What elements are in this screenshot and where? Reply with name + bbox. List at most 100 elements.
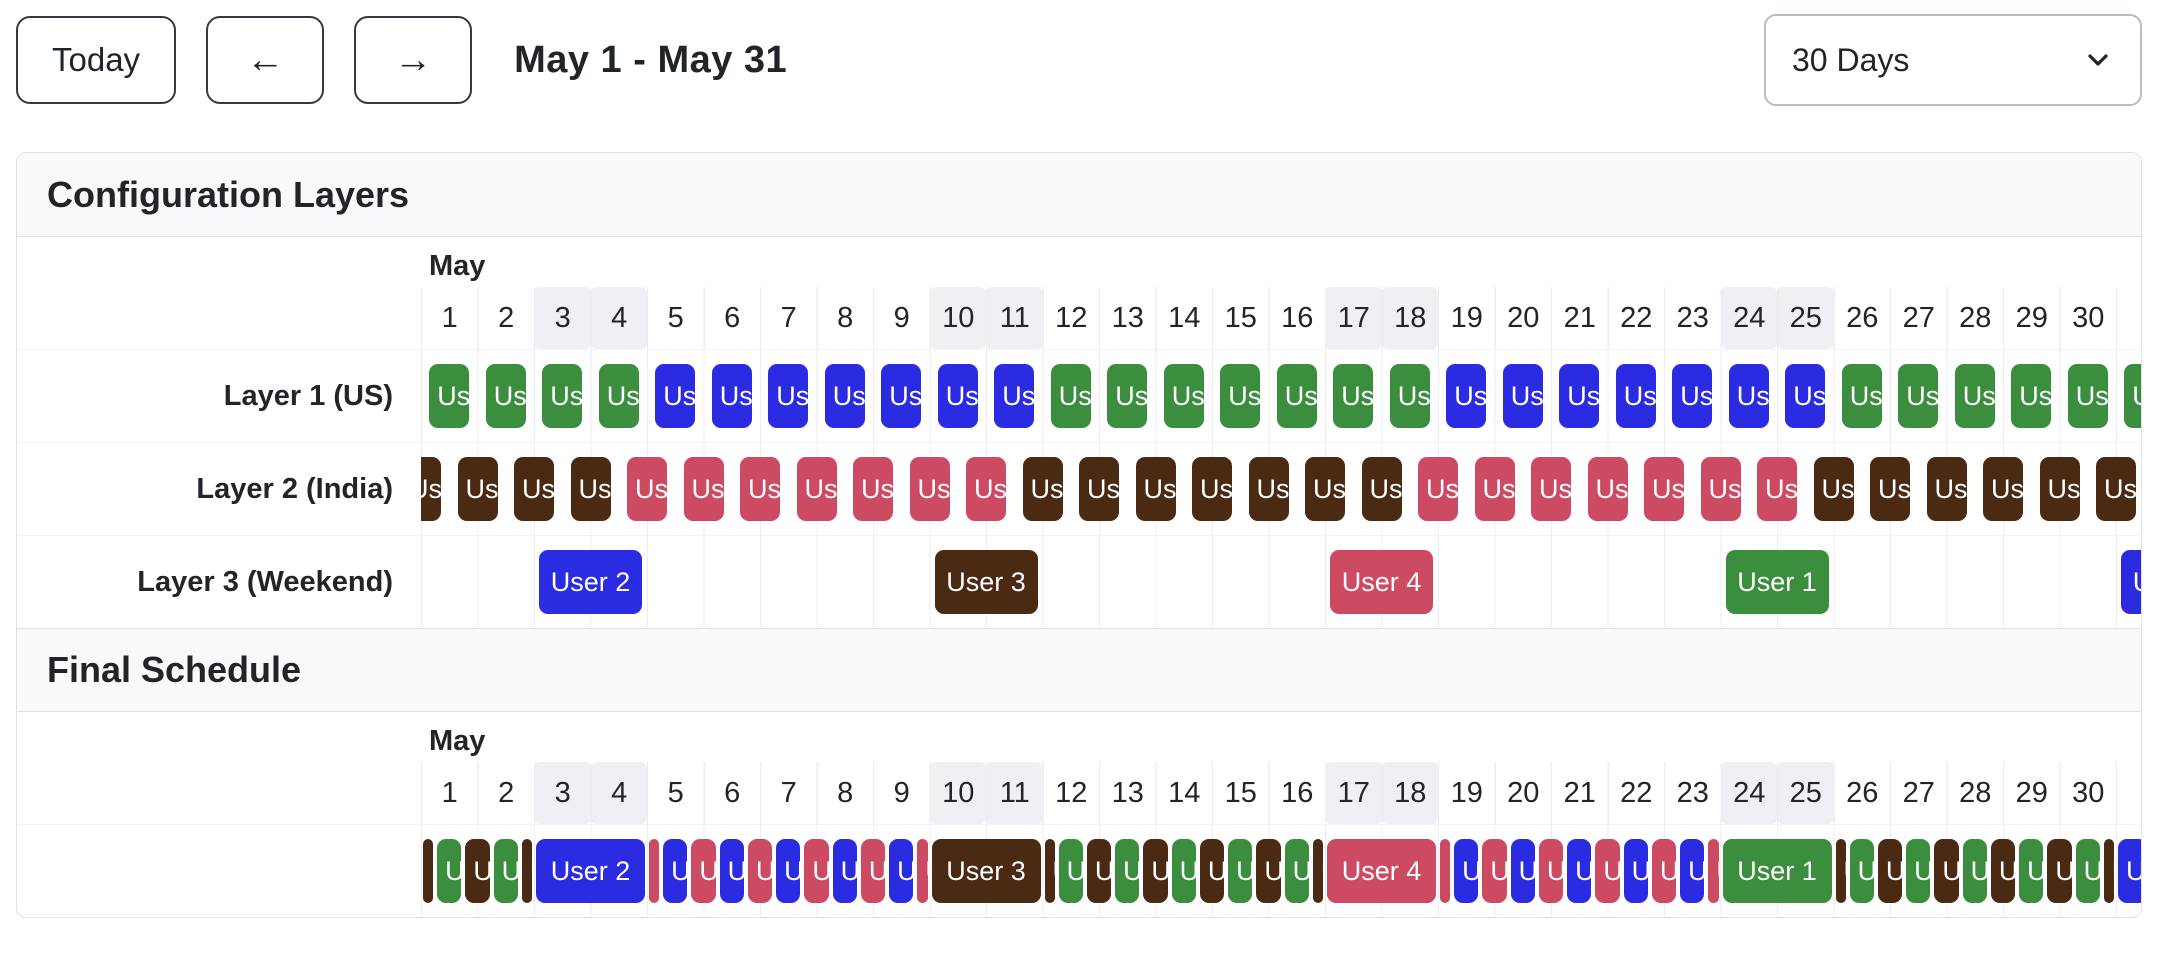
shift-pill-u3[interactable]: User 3 <box>1135 457 1176 521</box>
shift-pill-u4[interactable]: User 4 <box>853 457 893 521</box>
shift-pill-u4[interactable]: User 4 <box>683 457 724 521</box>
shift-pill-u2[interactable]: User 2 <box>768 364 809 428</box>
shift-pill-u4[interactable]: User 4 <box>649 839 660 903</box>
shift-pill-u4[interactable]: User 4 <box>917 839 928 903</box>
shift-pill-u1[interactable]: User 1 <box>1058 839 1083 903</box>
shift-pill-u2[interactable]: User 2 <box>1785 364 1826 428</box>
shift-pill-u4[interactable]: User 4 <box>966 457 1006 521</box>
shift-pill-u3[interactable]: User 3 <box>1990 839 2016 903</box>
shift-pill-u3[interactable]: User 3 <box>2039 457 2080 521</box>
shift-pill-u2[interactable]: User 2 <box>881 364 922 428</box>
shift-pill-u2[interactable]: User 2 <box>1454 839 1479 903</box>
shift-pill-u2[interactable]: User 2 <box>1502 364 1543 428</box>
shift-pill-u1[interactable]: User 1 <box>1898 364 1939 428</box>
shift-pill-u3[interactable]: User 3 <box>423 839 434 903</box>
shift-pill-u3[interactable]: User 3 <box>521 839 532 903</box>
shift-pill-u4[interactable]: User 4 <box>1700 457 1741 521</box>
shift-pill-u2[interactable]: User 2 <box>1615 364 1656 428</box>
shift-pill-u2[interactable]: User 2 <box>1623 839 1648 903</box>
shift-pill-u1[interactable]: User 1 <box>2019 839 2044 903</box>
next-button[interactable]: → <box>354 16 473 104</box>
shift-pill-u4[interactable]: User 4 <box>860 839 886 903</box>
shift-pill-u1[interactable]: User 1 <box>1333 364 1374 428</box>
shift-pill-u2[interactable]: User 2 <box>1567 839 1592 903</box>
shift-pill-u3[interactable]: User 3 <box>1079 457 1119 521</box>
shift-pill-u3[interactable]: User 3 <box>1934 839 1959 903</box>
shift-pill-u1[interactable]: User 1 <box>1228 839 1253 903</box>
shift-pill-u3[interactable]: User 3 <box>421 457 441 521</box>
shift-pill-u3[interactable]: User 3 <box>1870 457 1910 521</box>
shift-pill-u3[interactable]: User 3 <box>1256 839 1281 903</box>
shift-pill-u3[interactable]: User 3 <box>1305 457 1345 521</box>
shift-pill-u1[interactable]: User 1 <box>1954 364 1995 428</box>
shift-pill-u2[interactable]: User 2 <box>663 839 688 903</box>
shift-pill-u4[interactable]: User 4 <box>1644 457 1684 521</box>
shift-pill-u3[interactable]: User 3 <box>1813 457 1854 521</box>
shift-pill-u4[interactable]: User 4 <box>1651 839 1677 903</box>
shift-pill-u3[interactable]: User 3 <box>1361 457 1402 521</box>
shift-pill-u2[interactable]: User 2 <box>1559 364 1600 428</box>
shift-pill-u3[interactable]: User 3 <box>570 457 611 521</box>
shift-pill-u1[interactable]: User 1 <box>2011 364 2052 428</box>
shift-pill-u3[interactable]: User 3 <box>1192 457 1232 521</box>
shift-pill-u2[interactable]: User 2 <box>994 364 1035 428</box>
shift-pill-u4[interactable]: User 4 <box>1595 839 1620 903</box>
shift-pill-u3[interactable]: User 3 <box>934 550 1038 614</box>
shift-pill-u1[interactable]: User 1 <box>598 364 639 428</box>
shift-pill-u3[interactable]: User 3 <box>1248 457 1289 521</box>
shift-pill-u1[interactable]: User 1 <box>1722 839 1832 903</box>
shift-pill-u4[interactable]: User 4 <box>747 839 773 903</box>
shift-pill-u2[interactable]: User 2 <box>937 364 978 428</box>
shift-pill-u1[interactable]: User 1 <box>1284 839 1309 903</box>
shift-pill-u3[interactable]: User 3 <box>465 839 490 903</box>
shift-pill-u4[interactable]: User 4 <box>1330 550 1433 614</box>
shift-pill-u4[interactable]: User 4 <box>1474 457 1515 521</box>
shift-pill-u3[interactable]: User 3 <box>514 457 554 521</box>
shift-pill-u2[interactable]: User 2 <box>655 364 696 428</box>
shift-pill-u2[interactable]: User 2 <box>1510 839 1535 903</box>
shift-pill-u1[interactable]: User 1 <box>1171 839 1196 903</box>
today-button[interactable]: Today <box>16 16 177 104</box>
shift-pill-u1[interactable]: User 1 <box>542 364 583 428</box>
shift-pill-u1[interactable]: User 1 <box>1906 839 1931 903</box>
shift-pill-u4[interactable]: User 4 <box>1418 457 1458 521</box>
shift-pill-u1[interactable]: User 1 <box>1050 364 1091 428</box>
shift-pill-u1[interactable]: User 1 <box>437 839 462 903</box>
shift-pill-u4[interactable]: User 4 <box>1440 839 1451 903</box>
shift-pill-u3[interactable]: User 3 <box>1022 457 1063 521</box>
shift-pill-u1[interactable]: User 1 <box>2075 839 2100 903</box>
shift-pill-u1[interactable]: User 1 <box>1849 839 1874 903</box>
shift-pill-u3[interactable]: User 3 <box>1312 839 1323 903</box>
shift-pill-u1[interactable]: User 1 <box>1163 364 1204 428</box>
shift-pill-u1[interactable]: User 1 <box>1107 364 1148 428</box>
shift-pill-u3[interactable]: User 3 <box>1086 839 1112 903</box>
shift-pill-u4[interactable]: User 4 <box>740 457 780 521</box>
shift-pill-u2[interactable]: User 2 <box>536 839 645 903</box>
shift-pill-u4[interactable]: User 4 <box>796 457 837 521</box>
shift-pill-u4[interactable]: User 4 <box>909 457 950 521</box>
shift-pill-u1[interactable]: User 1 <box>429 364 470 428</box>
shift-pill-u3[interactable]: User 3 <box>2103 839 2114 903</box>
shift-pill-u2[interactable]: User 2 <box>2121 550 2141 614</box>
shift-pill-u1[interactable]: User 1 <box>1962 839 1987 903</box>
shift-pill-u3[interactable]: User 3 <box>1044 839 1055 903</box>
shift-pill-u2[interactable]: User 2 <box>711 364 752 428</box>
shift-pill-u2[interactable]: User 2 <box>2118 839 2141 903</box>
shift-pill-u3[interactable]: User 3 <box>457 457 498 521</box>
shift-pill-u1[interactable]: User 1 <box>1841 364 1882 428</box>
shift-pill-u3[interactable]: User 3 <box>2096 457 2136 521</box>
shift-pill-u4[interactable]: User 4 <box>691 839 716 903</box>
prev-button[interactable]: ← <box>206 16 325 104</box>
shift-pill-u2[interactable]: User 2 <box>1728 364 1769 428</box>
shift-pill-u4[interactable]: User 4 <box>1538 839 1564 903</box>
shift-pill-u3[interactable]: User 3 <box>1926 457 1967 521</box>
shift-pill-u1[interactable]: User 1 <box>1115 839 1140 903</box>
shift-pill-u1[interactable]: User 1 <box>485 364 526 428</box>
shift-pill-u3[interactable]: User 3 <box>931 839 1041 903</box>
shift-pill-u4[interactable]: User 4 <box>804 839 829 903</box>
shift-pill-u1[interactable]: User 1 <box>2124 364 2141 428</box>
shift-pill-u2[interactable]: User 2 <box>539 550 642 614</box>
shift-pill-u1[interactable]: User 1 <box>1220 364 1261 428</box>
shift-pill-u1[interactable]: User 1 <box>1276 364 1317 428</box>
shift-pill-u2[interactable]: User 2 <box>776 839 801 903</box>
